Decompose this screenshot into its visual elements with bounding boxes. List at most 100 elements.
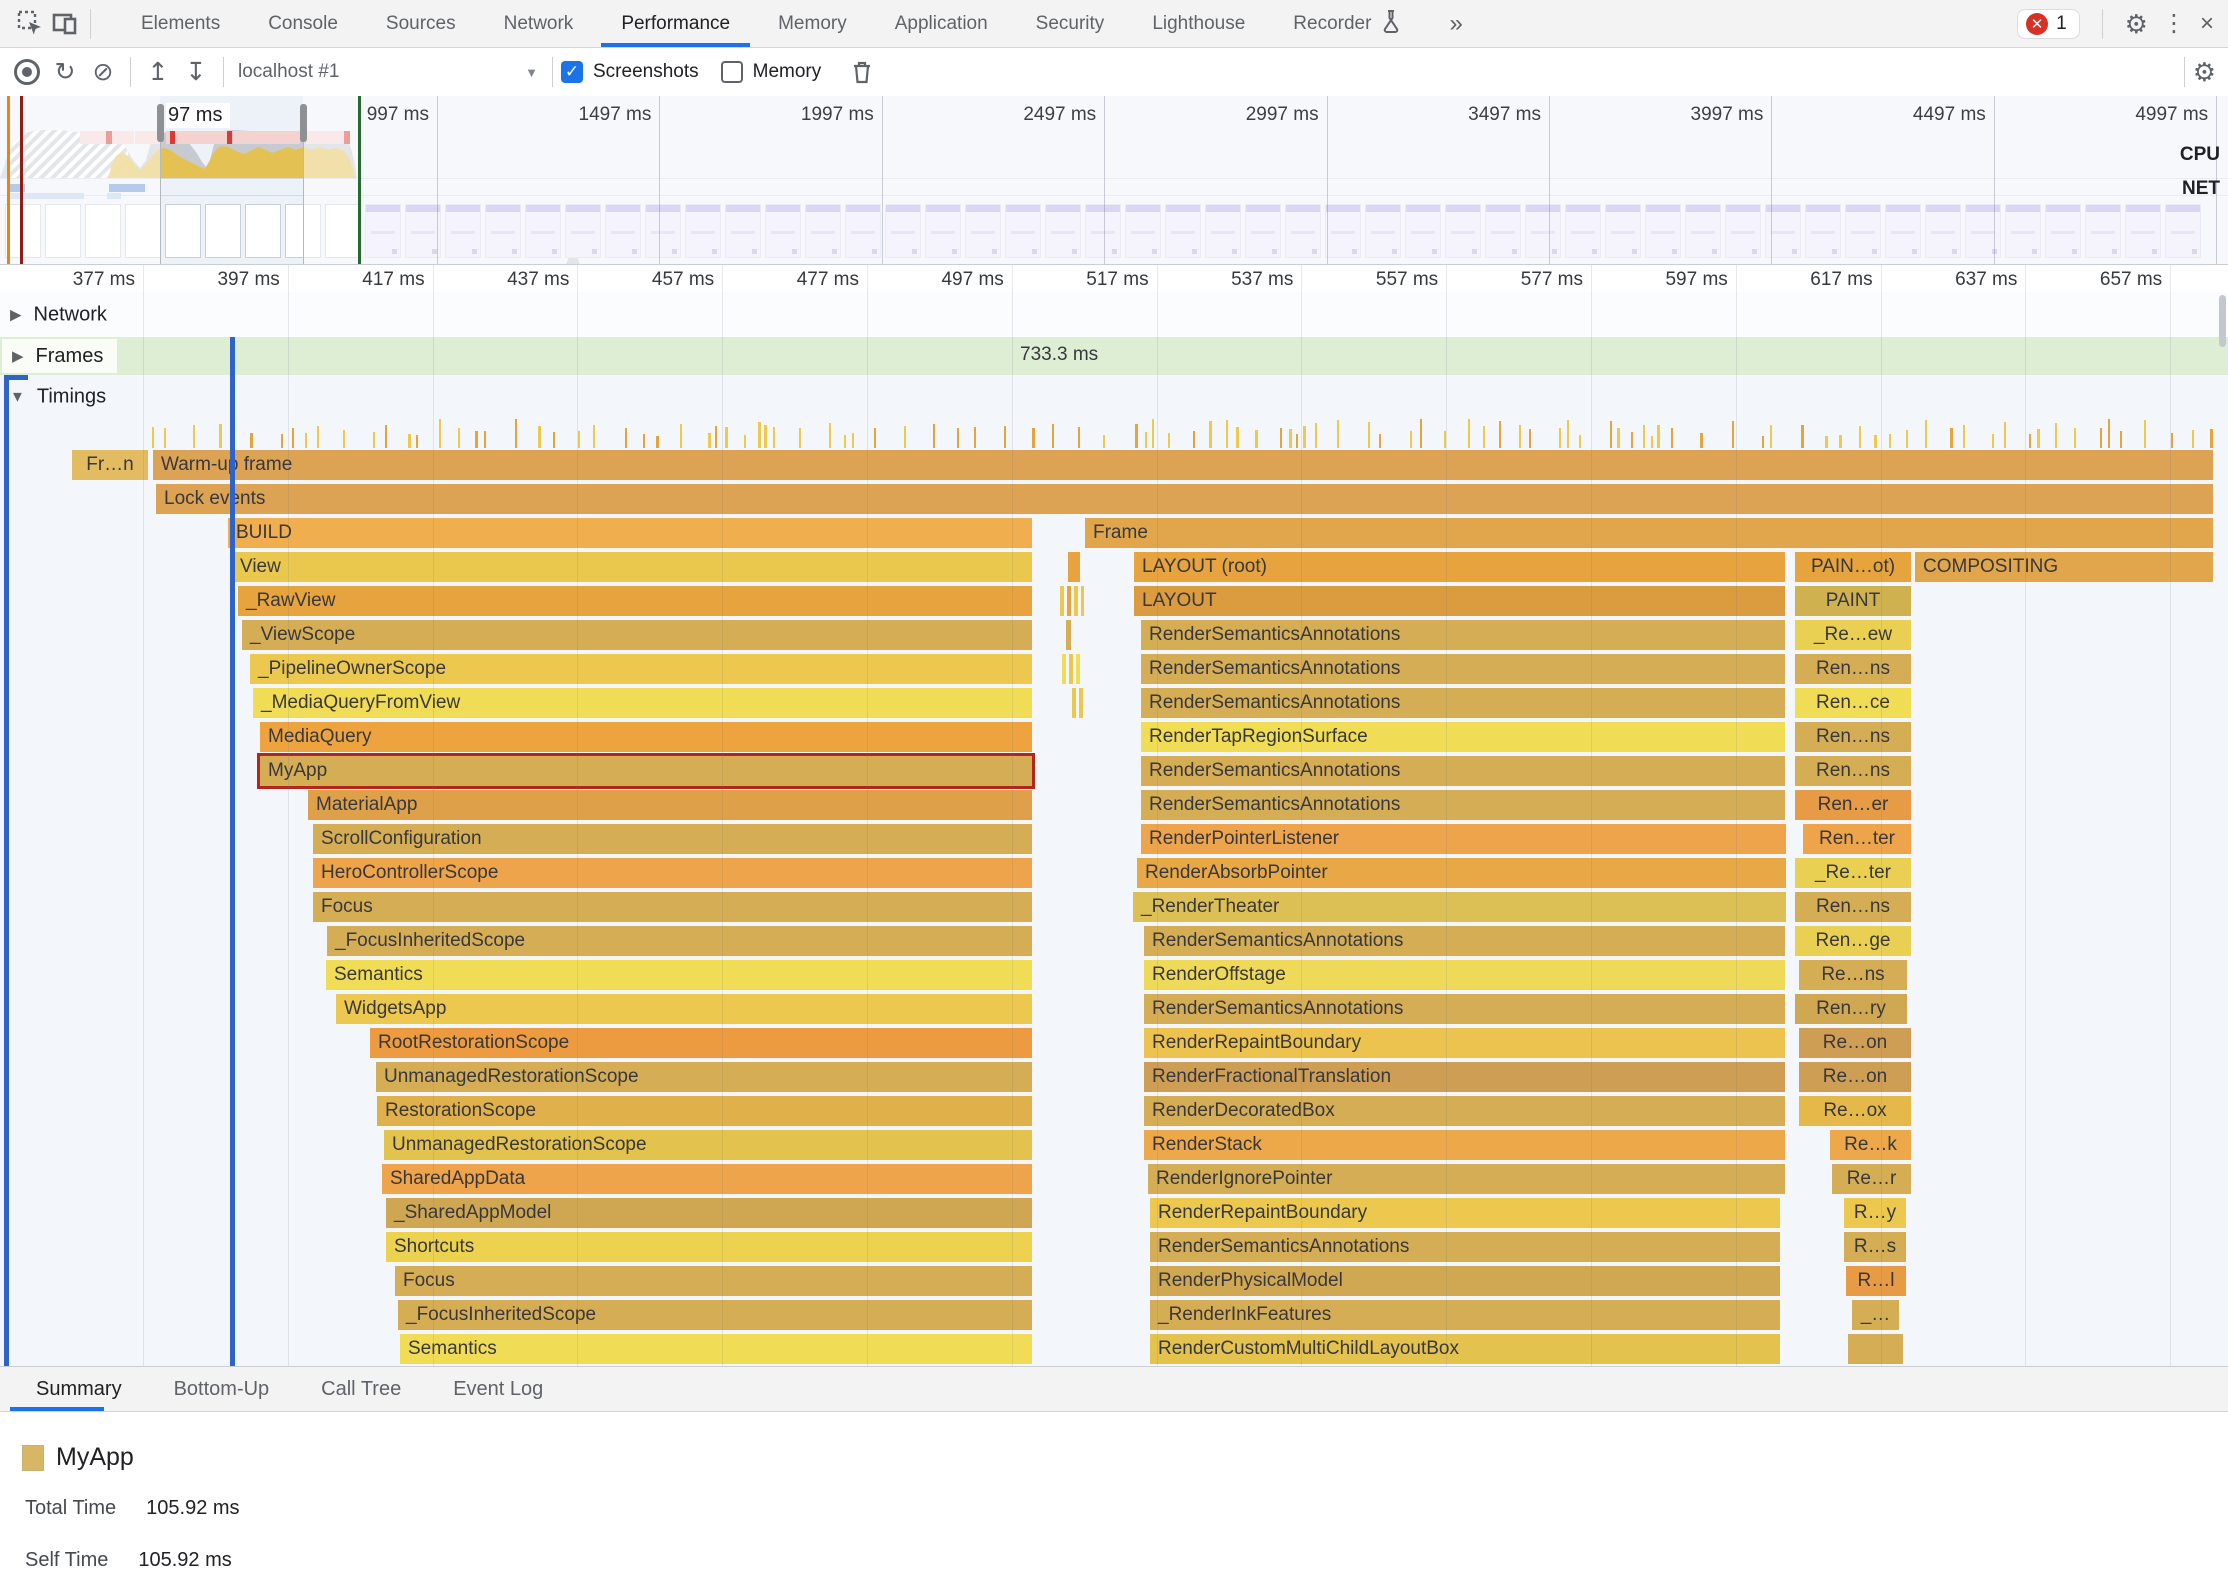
flame-bar[interactable]: Re…on <box>1799 1062 1911 1092</box>
vertical-scrollbar[interactable] <box>2219 295 2226 347</box>
flame-bar[interactable]: Lock events <box>156 484 2213 514</box>
flame-bar[interactable]: _ViewScope <box>242 620 1032 650</box>
more-tabs-chevron[interactable]: » <box>1449 9 1463 37</box>
flame-bar[interactable]: Ren…ns <box>1795 654 1911 684</box>
flame-bar[interactable]: HeroControllerScope <box>313 858 1032 888</box>
flame-bar[interactable]: _… <box>1852 1300 1899 1330</box>
flame-bar[interactable] <box>1062 654 1066 684</box>
gc-trash-icon[interactable] <box>843 53 881 91</box>
flame-bar[interactable]: Ren…ter <box>1803 824 1911 854</box>
flame-bar[interactable]: UnmanagedRestorationScope <box>376 1062 1032 1092</box>
selection-window-handle[interactable] <box>157 104 164 142</box>
record-button[interactable] <box>8 53 46 91</box>
flame-bar[interactable]: RenderRepaintBoundary <box>1144 1028 1785 1058</box>
flame-bar[interactable]: ScrollConfiguration <box>313 824 1032 854</box>
flame-bar[interactable]: _Re…ter <box>1795 858 1911 888</box>
flame-bar[interactable]: R…s <box>1844 1232 1906 1262</box>
flame-bar[interactable] <box>1069 654 1073 684</box>
flame-bar[interactable]: RenderSemanticsAnnotations <box>1141 790 1785 820</box>
memory-label[interactable]: Memory <box>752 61 822 82</box>
tab-network[interactable]: Network <box>503 12 574 34</box>
flame-bar[interactable]: Ren…ce <box>1795 688 1911 718</box>
screenshots-checkbox[interactable]: ✓ <box>561 61 583 83</box>
network-track-label[interactable]: Network <box>33 303 107 325</box>
flame-bar[interactable]: MaterialApp <box>308 790 1032 820</box>
flame-bar[interactable]: LAYOUT (root) <box>1134 552 1785 582</box>
flame-bar[interactable]: Re…ox <box>1799 1096 1911 1126</box>
filmstrip-frame[interactable] <box>245 204 281 258</box>
flame-bar[interactable] <box>1079 688 1083 718</box>
flame-bar[interactable]: Ren…ry <box>1795 994 1907 1024</box>
tab-lighthouse[interactable]: Lighthouse <box>1152 12 1246 34</box>
flame-bar[interactable]: Re…k <box>1830 1130 1911 1160</box>
flame-bar[interactable]: RenderSemanticsAnnotations <box>1150 1232 1780 1262</box>
flame-bar[interactable]: Semantics <box>400 1334 1032 1364</box>
flame-bar[interactable]: UnmanagedRestorationScope <box>384 1130 1032 1160</box>
frames-track-label[interactable]: Frames <box>35 344 104 367</box>
flame-bar[interactable]: RenderSemanticsAnnotations <box>1141 620 1785 650</box>
flame-bar[interactable]: _PipelineOwnerScope <box>250 654 1032 684</box>
flame-bar[interactable]: BUILD <box>228 518 1032 548</box>
flame-bar[interactable]: Focus <box>313 892 1032 922</box>
inspect-element-icon[interactable] <box>14 7 48 41</box>
details-tab-call-tree[interactable]: Call Tree <box>321 1377 402 1400</box>
close-devtools-icon[interactable]: × <box>2199 9 2214 37</box>
flame-bar[interactable]: _SharedAppModel <box>386 1198 1032 1228</box>
flame-bar[interactable]: Ren…er <box>1795 790 1911 820</box>
flame-bar[interactable]: WidgetsApp <box>336 994 1032 1024</box>
flame-bar[interactable]: Re…ns <box>1799 960 1907 990</box>
flame-bar[interactable]: _FocusInheritedScope <box>327 926 1032 956</box>
expand-arrow-icon[interactable]: ▶ <box>10 306 22 324</box>
reload-and-record-button[interactable]: ↻ <box>54 58 76 86</box>
flame-bar[interactable]: COMPOSITING <box>1915 552 2213 582</box>
tab-application[interactable]: Application <box>894 12 988 34</box>
kebab-menu-icon[interactable]: ⋮ <box>2161 9 2186 37</box>
flame-bar[interactable]: _FocusInheritedScope <box>398 1300 1032 1330</box>
load-profile-icon[interactable]: ↥ <box>147 58 169 86</box>
flame-bar[interactable]: Warm-up frame <box>153 450 2213 480</box>
flame-bar[interactable] <box>1848 1334 1903 1364</box>
flame-bar[interactable]: RenderTapRegionSurface <box>1141 722 1785 752</box>
flame-bar[interactable]: RenderCustomMultiChildLayoutBox <box>1150 1334 1780 1364</box>
error-count-badge[interactable]: ✕ 1 <box>2017 8 2080 39</box>
tab-console[interactable]: Console <box>268 12 338 34</box>
tab-performance[interactable]: Performance <box>597 0 754 47</box>
flame-bar[interactable]: RenderRepaintBoundary <box>1150 1198 1780 1228</box>
timings-track-label[interactable]: Timings <box>36 385 107 407</box>
flame-bar[interactable]: Ren…ns <box>1795 892 1911 922</box>
flame-bar[interactable] <box>1081 586 1084 616</box>
tab-memory[interactable]: Memory <box>778 12 847 34</box>
flame-bar[interactable]: RenderFractionalTranslation <box>1144 1062 1785 1092</box>
filmstrip-frame[interactable] <box>165 204 201 258</box>
flame-bar[interactable] <box>1074 586 1078 616</box>
flame-bar[interactable]: LAYOUT <box>1134 586 1785 616</box>
flame-bar[interactable]: RenderDecoratedBox <box>1144 1096 1785 1126</box>
flame-bar[interactable]: Shortcuts <box>386 1232 1032 1262</box>
frame-duration-text[interactable]: 733.3 ms <box>1020 344 1099 365</box>
flame-bar[interactable]: Ren…ns <box>1795 756 1911 786</box>
flame-bar[interactable]: RenderSemanticsAnnotations <box>1144 926 1785 956</box>
flame-bar[interactable]: RenderSemanticsAnnotations <box>1141 756 1785 786</box>
flame-bar[interactable] <box>1060 586 1064 616</box>
flame-bar[interactable] <box>1067 586 1071 616</box>
flame-bar[interactable]: Semantics <box>326 960 1032 990</box>
clear-recording-button[interactable]: ⊘ <box>92 58 114 86</box>
screenshots-label[interactable]: Screenshots <box>593 61 699 82</box>
details-tab-bottom-up[interactable]: Bottom-Up <box>173 1377 270 1400</box>
memory-checkbox[interactable] <box>720 61 743 83</box>
expand-arrow-icon[interactable]: ▶ <box>12 348 24 365</box>
timeline-overview[interactable]: 997 ms 1497 ms 1997 ms 2497 ms 2997 ms 3497 m… <box>0 96 2228 265</box>
flame-bar[interactable]: Re…on <box>1799 1028 1911 1058</box>
details-tab-summary[interactable]: Summary <box>10 1367 148 1411</box>
flame-bar[interactable]: Ren…ge <box>1795 926 1911 956</box>
flame-bar[interactable]: Focus <box>395 1266 1032 1296</box>
flame-bar[interactable]: View <box>232 552 1032 582</box>
capture-settings-gear-icon[interactable]: ⚙ <box>2192 57 2216 87</box>
flame-bar[interactable]: _MediaQueryFromView <box>253 688 1032 718</box>
flame-bar[interactable] <box>1066 620 1071 650</box>
details-tab-event-log[interactable]: Event Log <box>453 1377 544 1400</box>
timings-track[interactable]: ▼ Timings <box>0 375 2228 418</box>
flame-bar[interactable]: PAINT <box>1795 586 1911 616</box>
profile-select[interactable]: localhost #1 ▼ <box>238 61 538 83</box>
flame-bar[interactable] <box>1068 552 1080 582</box>
